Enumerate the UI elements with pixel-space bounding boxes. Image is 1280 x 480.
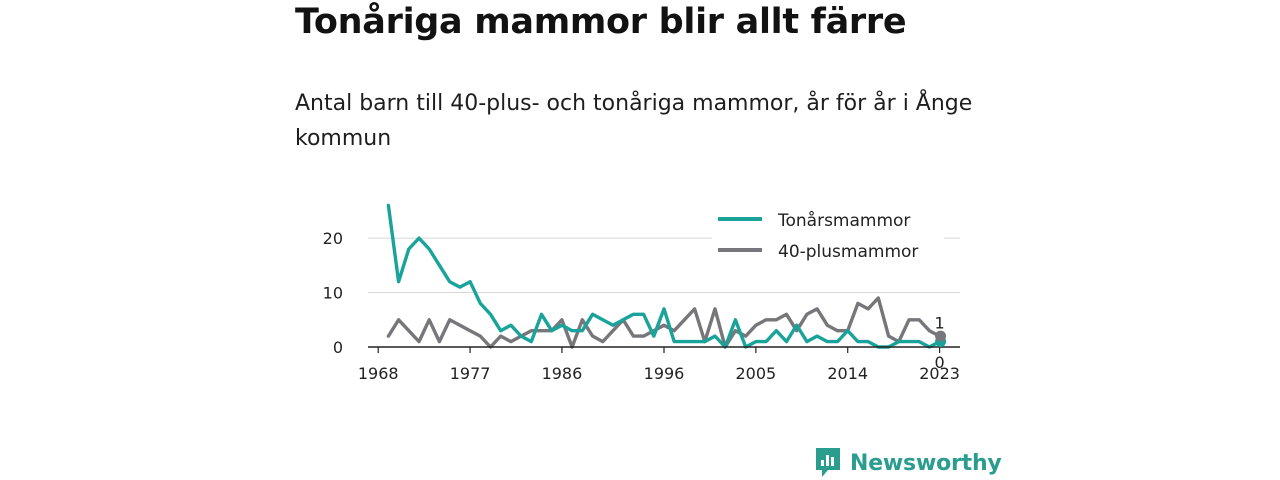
newsworthy-logo-icon xyxy=(816,448,840,477)
legend-label-40-plusmammor: 40-plusmammor xyxy=(778,242,918,262)
x-tick-label: 2023 xyxy=(919,364,960,383)
x-tick-label: 2014 xyxy=(827,364,868,383)
y-tick-label: 20 xyxy=(323,229,343,248)
brand-name: Newsworthy xyxy=(850,450,1002,476)
end-marker-40-plusmammor xyxy=(935,330,947,342)
series-line-tonarsmammor xyxy=(386,203,942,349)
x-tick-label: 1977 xyxy=(450,364,491,383)
legend-label-tonarsmammor: Tonårsmammor xyxy=(777,210,910,231)
legend: Tonårsmammor 40-plusmammor xyxy=(712,203,944,265)
legend-background xyxy=(712,203,944,265)
end-markers: 10 xyxy=(934,314,947,372)
chart-subtitle: Antal barn till 40-plus- och tonåriga ma… xyxy=(295,91,973,151)
x-tick-label: 1986 xyxy=(542,364,583,383)
x-tick-label: 1996 xyxy=(644,364,685,383)
end-label-40-plusmammor: 0 xyxy=(934,353,944,372)
series-lines xyxy=(386,203,942,349)
y-tick-label: 0 xyxy=(333,338,343,357)
chart-title: Tonåriga mammor blir allt färre xyxy=(295,2,907,42)
x-tick-label: 1968 xyxy=(358,364,399,383)
y-tick-label: 10 xyxy=(323,284,343,303)
x-tick-label: 2005 xyxy=(736,364,777,383)
brand-logo: Newsworthy xyxy=(814,446,1002,480)
end-label-tonarsmammor: 1 xyxy=(934,314,944,333)
